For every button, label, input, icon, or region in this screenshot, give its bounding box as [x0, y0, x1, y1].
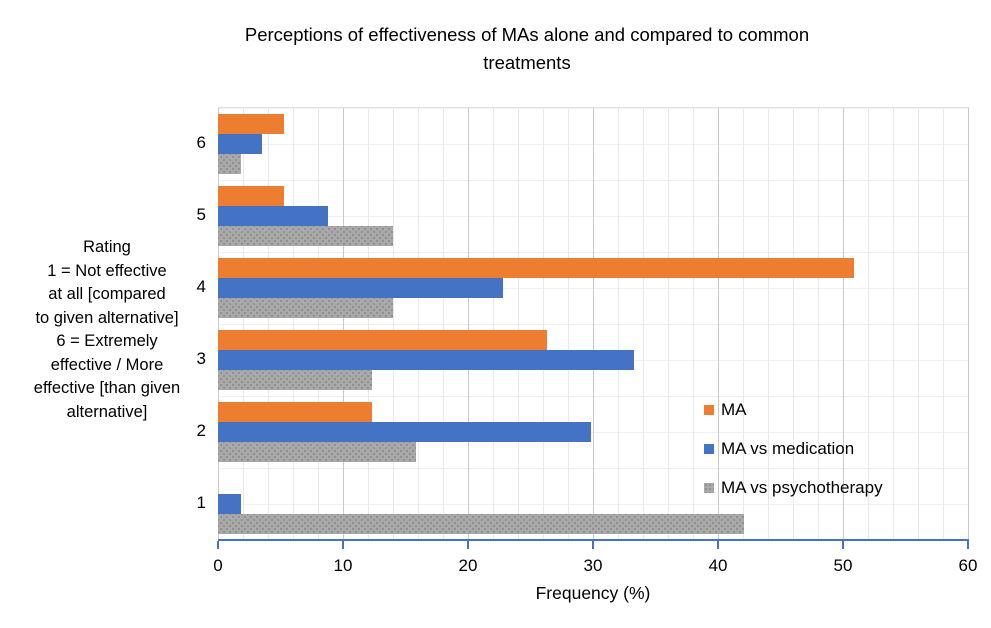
x-tick [967, 541, 969, 549]
x-tick [592, 541, 594, 549]
x-axis-ticks [217, 541, 969, 549]
legend-swatch [704, 483, 714, 493]
legend-label: MA vs psychotherapy [721, 478, 883, 497]
x-axis-tick-labels: 0 10 20 30 40 50 60 [213, 556, 977, 576]
legend-label: MA [721, 400, 747, 419]
bar [218, 114, 285, 134]
bar [218, 298, 393, 318]
x-axis-title: Frequency (%) [535, 583, 651, 603]
y-axis-title-line: effective / More [50, 355, 164, 374]
y-axis-title-line: Rating [83, 238, 131, 256]
bar [218, 206, 328, 226]
bar-group-rating-5 [218, 180, 968, 252]
bar-rows [218, 108, 968, 540]
plot-area: MA MA vs medication MA vs psychotherapy [218, 107, 969, 540]
bar-group-rating-1 [218, 468, 968, 540]
x-tick-label: 20 [458, 556, 478, 575]
category-label: 5 [196, 205, 206, 224]
bar [218, 278, 503, 298]
x-tick [217, 541, 219, 549]
bar [218, 350, 635, 370]
y-axis-title: Rating 1 = Not effective at all [compared t… [0, 236, 214, 424]
category-label: 4 [196, 277, 206, 296]
y-axis-title-line: 1 = Not effective [47, 261, 167, 280]
bar [218, 226, 393, 246]
x-tick [717, 541, 719, 549]
legend-swatch [704, 444, 714, 454]
x-tick-label: 40 [708, 556, 728, 575]
bar [218, 514, 745, 534]
y-axis-title-line: 6 = Extremely [56, 332, 158, 350]
category-label: 1 [196, 493, 206, 512]
legend-label: MA vs medication [721, 439, 855, 458]
bar [218, 442, 416, 462]
category-label: 6 [196, 133, 206, 152]
bar-group-rating-2 [218, 396, 968, 468]
bar-group-rating-6 [218, 108, 968, 180]
y-axis-title-line: alternative] [66, 402, 148, 421]
y-category-labels: 6 5 4 3 2 1 [140, 107, 206, 539]
bar [218, 134, 262, 154]
legend: MA MA vs medication MA vs psychotherapy [704, 397, 883, 501]
x-tick [342, 541, 344, 549]
bar [218, 494, 241, 514]
chart-title-line: Perceptions of effectiveness of MAs alon… [244, 24, 810, 45]
legend-item: MA [704, 397, 883, 423]
x-tick-label: 50 [833, 556, 853, 575]
x-axis-line [218, 539, 969, 541]
legend-item: MA vs medication [704, 436, 883, 462]
bar [218, 422, 591, 442]
x-tick-label: 60 [958, 556, 978, 575]
chart-title-line: treatments [483, 52, 571, 73]
bar-group-rating-4 [218, 252, 968, 324]
x-tick-label: 30 [583, 556, 603, 575]
bar [218, 330, 547, 350]
bar-group-rating-3 [218, 324, 968, 396]
category-label: 2 [196, 421, 206, 440]
chart-title: Perceptions of effectiveness of MAs alon… [167, 21, 887, 77]
bar [218, 186, 285, 206]
bar [218, 154, 241, 174]
y-axis-title-line: to given alternative] [35, 308, 179, 327]
legend-item: MA vs psychotherapy [704, 475, 883, 501]
y-axis-title-line: effective [than given [33, 379, 181, 397]
bar [218, 402, 372, 422]
x-tick-label: 10 [333, 556, 353, 575]
category-label: 3 [196, 349, 206, 368]
legend-swatch [704, 405, 714, 415]
bar [218, 258, 855, 278]
x-tick [842, 541, 844, 549]
x-tick-label: 0 [213, 556, 223, 575]
y-axis-title-line: at all [compared [48, 285, 166, 303]
bar [218, 370, 372, 390]
x-tick [467, 541, 469, 549]
